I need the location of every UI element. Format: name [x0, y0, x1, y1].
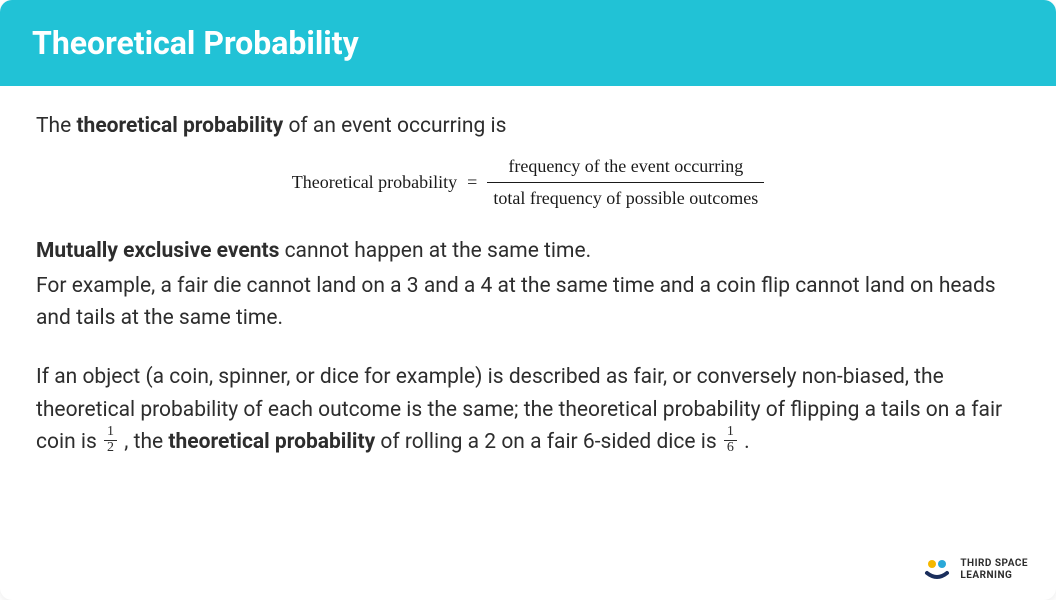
mutually-exclusive-heading: Mutually exclusive events cannot happen …	[36, 235, 1020, 268]
example-paragraph: For example, a fair die cannot land on a…	[36, 270, 1020, 335]
fair-object-paragraph: If an object (a coin, spinner, or dice f…	[36, 361, 1020, 459]
para4-bold: theoretical probability	[168, 430, 375, 454]
frac1-den: 2	[104, 441, 117, 456]
document-card: Theoretical Probability The theoretical …	[0, 0, 1056, 600]
formula: Theoretical probability = frequency of t…	[36, 153, 1020, 214]
frac1-num: 1	[104, 425, 117, 441]
header-title: Theoretical Probability	[32, 24, 1024, 62]
intro-prefix: The	[36, 114, 76, 138]
frac2-num: 1	[724, 425, 737, 441]
para2-rest: cannot happen at the same time.	[279, 239, 591, 263]
intro-suffix: of an event occurring is	[283, 114, 506, 138]
brand-logo: THIRD SPACE LEARNING	[924, 558, 1028, 582]
logo-text: THIRD SPACE LEARNING	[960, 558, 1028, 582]
fraction-one-sixth: 16	[724, 425, 737, 455]
content-body: The theoretical probability of an event …	[0, 86, 1056, 479]
logo-line2: LEARNING	[960, 570, 1028, 582]
formula-fraction: frequency of the event occurring total f…	[487, 153, 764, 214]
frac2-den: 6	[724, 441, 737, 456]
formula-equals: =	[467, 169, 477, 197]
para4-part3: of rolling a 2 on a fair 6-sided dice is	[375, 430, 722, 454]
intro-bold: theoretical probability	[76, 114, 283, 138]
header: Theoretical Probability	[0, 0, 1056, 86]
logo-line1: THIRD SPACE	[960, 558, 1028, 570]
para2-bold: Mutually exclusive events	[36, 239, 279, 263]
formula-numerator: frequency of the event occurring	[487, 153, 764, 184]
para4-part4: .	[739, 430, 750, 454]
formula-lhs: Theoretical probability	[292, 169, 457, 197]
formula-denominator: total frequency of possible outcomes	[487, 183, 764, 213]
logo-mark-icon	[924, 559, 952, 581]
para4-part2: , the	[119, 430, 168, 454]
intro-paragraph: The theoretical probability of an event …	[36, 110, 1020, 143]
fraction-one-half: 12	[104, 425, 117, 455]
